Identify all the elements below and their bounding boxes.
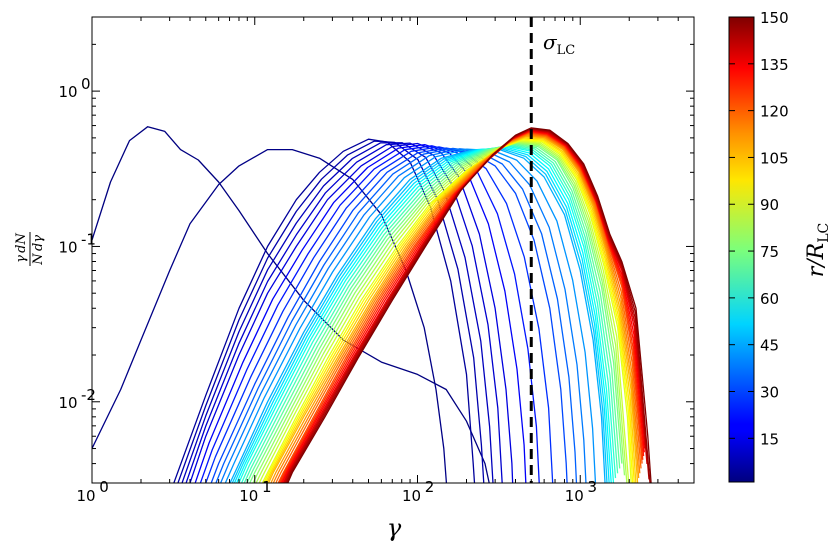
- x-axis-ticks: 10 0 10 1 10 2 10 3: [76, 17, 695, 505]
- colorbar-tick-label: 135: [760, 56, 789, 74]
- series-line: [224, 148, 597, 483]
- series-line: [92, 148, 448, 483]
- series-line: [173, 138, 476, 483]
- series-line: [189, 142, 514, 483]
- x-tick-label: 10: [239, 487, 258, 505]
- series-line: [255, 141, 628, 483]
- x-tick-label: 10: [565, 487, 584, 505]
- series-line: [243, 144, 619, 483]
- colorbar-ticks: 15 30 45 60 75 90 105 120 135 150: [729, 9, 789, 448]
- colorbar-tick-label: 90: [760, 196, 779, 214]
- sigma-subscript: LC: [557, 43, 576, 58]
- x-tick-exponent: 1: [262, 478, 272, 496]
- x-tick-exponent: 2: [425, 478, 435, 496]
- series-line: [181, 142, 494, 483]
- x-tick-label: 10: [402, 487, 421, 505]
- colorbar-tick-label: 150: [760, 9, 789, 27]
- colorbar-tick-label: 75: [760, 243, 779, 261]
- x-tick-exponent: 3: [587, 478, 597, 496]
- colorbar-tick-label: 45: [760, 337, 779, 355]
- series-group: [92, 126, 652, 483]
- series-line: [246, 143, 621, 483]
- y-axis-label: γ dN N dγ: [14, 232, 46, 266]
- series-line: [215, 147, 578, 483]
- series-line: [240, 145, 617, 483]
- series-line: [219, 148, 587, 483]
- series-line: [231, 148, 608, 483]
- series-line: [258, 140, 630, 483]
- series-line: [92, 126, 490, 483]
- y-label-dn-top: dN: [14, 233, 29, 253]
- series-line: [252, 142, 626, 483]
- colorbar-label: r/RLC: [804, 223, 830, 278]
- series-line: [235, 146, 612, 483]
- series-line: [233, 147, 610, 483]
- colorbar-tick-label: 120: [760, 103, 789, 121]
- series-line: [199, 145, 540, 483]
- colorbar-tick-label: 15: [760, 430, 779, 448]
- series-line: [185, 142, 503, 483]
- series-line: [249, 142, 623, 483]
- colorbar: 15 30 45 60 75 90 105 120 135 150 r/RLC: [728, 9, 830, 483]
- plot-frame: [91, 16, 695, 484]
- series-line: [238, 145, 615, 483]
- sigma-symbol: σ: [543, 30, 558, 54]
- x-axis-label: γ: [387, 514, 402, 542]
- y-label-dgamma-bottom: dγ: [31, 235, 46, 251]
- y-label-n-bottom: N: [31, 253, 46, 266]
- y-tick-label: 10: [58, 238, 77, 256]
- series-line: [287, 127, 652, 483]
- colorbar-tick-label: 30: [760, 383, 779, 401]
- y-tick-label: 10: [58, 394, 77, 412]
- y-tick-label: 10: [58, 83, 77, 101]
- colorbar-tick-label: 60: [760, 290, 779, 308]
- x-tick-label: 10: [76, 487, 95, 505]
- y-label-gamma-top: γ: [14, 255, 29, 263]
- colorbar-gradient: [728, 16, 755, 483]
- series-line: [177, 140, 485, 483]
- series-line: [194, 143, 527, 483]
- colorbar-tick-label: 105: [760, 149, 789, 167]
- series-line: [210, 147, 568, 483]
- y-tick-exponent: 0: [81, 75, 91, 93]
- x-tick-exponent: 0: [99, 478, 109, 496]
- y-tick-exponent: -1: [81, 230, 96, 248]
- series-line: [229, 148, 606, 483]
- sigma-lc-annotation: σLC: [543, 30, 575, 58]
- y-tick-exponent: -2: [81, 386, 96, 404]
